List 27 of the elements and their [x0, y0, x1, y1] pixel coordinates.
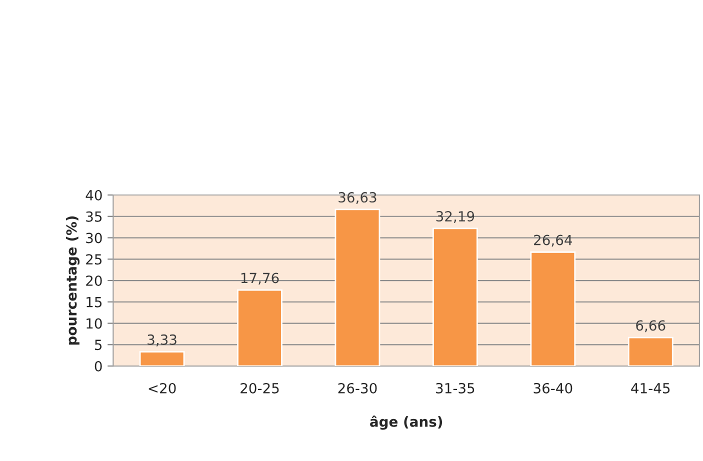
y-axis-title: pourcentage (%): [66, 216, 80, 345]
bar: [334, 208, 380, 366]
data-label: 3,33: [148, 334, 176, 346]
y-tick-label: 25: [86, 254, 102, 265]
bar: [628, 336, 674, 366]
x-tick-label: <20: [148, 382, 176, 394]
y-tick-label: 5: [95, 340, 102, 350]
x-tick-label: 41-45: [631, 383, 670, 394]
x-tick-label: 36-40: [534, 382, 572, 394]
data-label: 26,64: [534, 234, 572, 247]
y-tick-label: 20: [86, 275, 102, 286]
bar: [237, 289, 282, 366]
x-axis-title: âge (ans): [370, 416, 442, 430]
x-tick-label: 31-35: [436, 382, 474, 394]
x-tick-label: 20-25: [240, 382, 279, 394]
x-tick-label: 26-30: [338, 382, 377, 394]
y-tick-label: 15: [86, 297, 102, 308]
y-tick-label: 35: [86, 211, 102, 222]
data-label: 36,63: [338, 192, 376, 204]
y-tick-label: 0: [94, 361, 102, 372]
data-label: 6,66: [636, 320, 666, 332]
y-tick-label: 10: [86, 318, 102, 329]
bar: [432, 228, 478, 366]
y-tick-label: 30: [86, 232, 102, 244]
y-tick-label: 40: [86, 190, 102, 200]
bar: [139, 351, 185, 366]
bar: [530, 251, 576, 366]
